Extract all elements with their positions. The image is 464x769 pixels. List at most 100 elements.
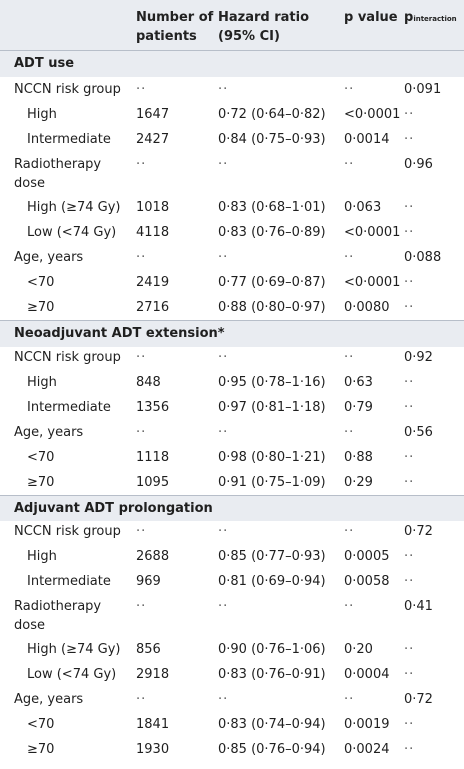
row-label: NCCN risk group [14,350,121,365]
section-title: Adjuvant ADT prolongation [0,496,464,522]
cell-hazard-ratio: ·· [218,524,229,539]
cell-hazard-ratio: 0·97 (0·81–1·18) [218,400,326,415]
cell-p-interaction: 0·92 [404,350,433,365]
cell-p-value: 0·0019 [344,717,390,732]
cell-p-interaction: ·· [404,300,415,315]
header-p-interaction: pinteraction [404,10,457,25]
cell-number-of-patients: ·· [136,425,147,440]
header-p-value: p value [344,10,398,25]
cell-number-of-patients: 2688 [136,549,170,564]
cell-p-interaction: ·· [404,574,415,589]
cell-p-interaction: ·· [404,549,415,564]
row-label: High [27,107,57,122]
row-label: Age, years [14,425,84,440]
cell-p-interaction: ·· [404,450,415,465]
cell-p-value: 0·0080 [344,300,390,315]
cell-p-value: 0·0014 [344,132,390,147]
row-label: Radiotherapy dose [14,599,102,633]
cell-p-value: 0·29 [344,475,373,490]
cell-hazard-ratio: ·· [218,599,229,614]
row-label: Radiotherapy dose [14,157,102,191]
cell-hazard-ratio: 0·77 (0·69–0·87) [218,275,326,290]
cell-p-value: 0·0058 [344,574,390,589]
cell-p-interaction: 0·56 [404,425,433,440]
row-label: Intermediate [27,574,111,589]
cell-number-of-patients: 4118 [136,225,170,240]
cell-hazard-ratio: ·· [218,157,229,172]
cell-p-interaction: ·· [404,275,415,290]
cell-p-value: ·· [344,599,355,614]
table-header: Number of patients Hazard ratio (95% CI)… [0,0,464,51]
cell-number-of-patients: 2427 [136,132,170,147]
cell-p-value: 0·0005 [344,549,390,564]
header-number-of-patients: Number of patients [136,10,214,44]
cell-hazard-ratio: 0·95 (0·78–1·16) [218,375,326,390]
section-body [0,347,464,495]
cell-hazard-ratio: 0·85 (0·76–0·94) [218,742,326,757]
row-label: Age, years [14,692,84,707]
section-title-text: ADT use [14,56,75,71]
cell-number-of-patients: ·· [136,524,147,539]
section-divider [0,50,464,51]
cell-number-of-patients: 1647 [136,107,170,122]
cell-hazard-ratio: 0·81 (0·69–0·94) [218,574,326,589]
section-body [0,77,464,320]
row-label: High [27,549,57,564]
cell-p-value: ·· [344,692,355,707]
cell-number-of-patients: 1930 [136,742,170,757]
section-divider [0,320,464,321]
cell-hazard-ratio: 0·91 (0·75–1·09) [218,475,326,490]
row-label: <70 [27,450,55,465]
cell-p-interaction: ·· [404,742,415,757]
cell-p-interaction: ·· [404,717,415,732]
cell-p-value: ·· [344,425,355,440]
section-title-text: Adjuvant ADT prolongation [14,501,213,516]
cell-hazard-ratio: 0·83 (0·74–0·94) [218,717,326,732]
row-label: ≥70 [27,475,55,490]
cell-p-interaction: 0·091 [404,82,442,97]
row-label: <70 [27,717,55,732]
row-label: Age, years [14,250,84,265]
cell-p-interaction: ·· [404,132,415,147]
cell-p-interaction: ·· [404,475,415,490]
cell-hazard-ratio: 0·85 (0·77–0·93) [218,549,326,564]
cell-number-of-patients: ·· [136,157,147,172]
cell-p-value: ·· [344,524,355,539]
cell-hazard-ratio: ·· [218,692,229,707]
cell-hazard-ratio: 0·84 (0·75–0·93) [218,132,326,147]
section-body [0,521,464,769]
cell-p-value: <0·0001 [344,225,401,240]
row-label: High (≥74 Gy) [27,200,121,215]
cell-number-of-patients: 969 [136,574,161,589]
section-title-text: Neoadjuvant ADT extension* [14,326,225,341]
cell-p-value: 0·063 [344,200,382,215]
row-label: Intermediate [27,400,111,415]
cell-p-interaction: 0·96 [404,157,433,172]
header-p-interaction-sub: interaction [413,15,457,23]
header-p-interaction-main: p [404,10,414,25]
cell-number-of-patients: 848 [136,375,161,390]
section-title: ADT use [0,51,464,77]
cell-hazard-ratio: 0·88 (0·80–0·97) [218,300,326,315]
cell-hazard-ratio: 0·83 (0·76–0·91) [218,667,326,682]
cell-p-value: 0·20 [344,642,373,657]
row-label: High (≥74 Gy) [27,642,121,657]
cell-p-value: 0·0024 [344,742,390,757]
cell-hazard-ratio: 0·83 (0·68–1·01) [218,200,326,215]
cell-number-of-patients: 2419 [136,275,170,290]
cell-p-value: <0·0001 [344,107,401,122]
row-label: NCCN risk group [14,524,121,539]
cell-number-of-patients: 1095 [136,475,170,490]
cell-p-interaction: 0·41 [404,599,433,614]
cell-p-value: 0·79 [344,400,373,415]
row-label: NCCN risk group [14,82,121,97]
cell-number-of-patients: ·· [136,350,147,365]
cell-hazard-ratio: 0·90 (0·76–1·06) [218,642,326,657]
cell-p-value: <0·0001 [344,275,401,290]
cell-p-value: 0·88 [344,450,373,465]
cell-hazard-ratio: ·· [218,425,229,440]
cell-number-of-patients: ·· [136,250,147,265]
cell-number-of-patients: ·· [136,82,147,97]
cell-p-value: ·· [344,250,355,265]
cell-hazard-ratio: 0·72 (0·64–0·82) [218,107,326,122]
